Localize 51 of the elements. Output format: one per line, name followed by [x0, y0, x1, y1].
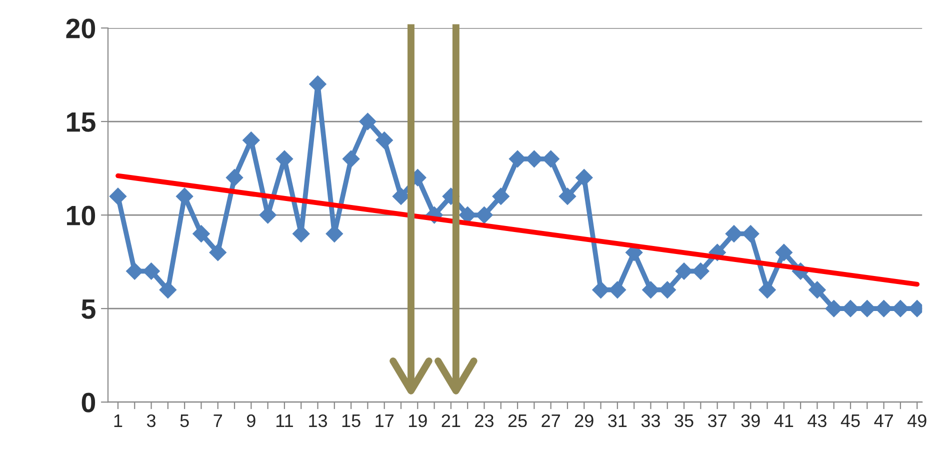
point: [808, 281, 826, 299]
x-tick-label: 13: [309, 414, 328, 428]
x-tick-label: 41: [774, 414, 794, 427]
x-tick-label: 35: [674, 414, 694, 428]
y-tick-label: 0: [82, 392, 96, 412]
x-tick-label: 15: [342, 414, 360, 428]
x-tick-label: 17: [376, 414, 394, 427]
x-tick-label: 39: [741, 414, 760, 428]
x-tick-label: 31: [608, 414, 627, 428]
y-tick-label: 5: [82, 300, 96, 319]
point: [392, 188, 410, 206]
x-tick-label: 19: [408, 414, 427, 428]
point: [558, 188, 576, 206]
x-tick-label: 7: [214, 414, 222, 427]
point: [358, 112, 377, 130]
x-tick-label: 47: [874, 414, 893, 427]
point: [608, 281, 626, 299]
x-tick-label: 25: [508, 414, 527, 428]
point: [658, 281, 676, 299]
point: [508, 150, 526, 168]
y-tick-label: 15: [67, 112, 96, 132]
x-tick-label: 49: [907, 414, 926, 428]
y-tick-label: 10: [67, 206, 96, 226]
x-tick-label: 29: [575, 414, 594, 428]
x-tick-label: 5: [180, 414, 189, 428]
point: [209, 244, 227, 262]
y-tick-label: 20: [66, 18, 96, 38]
point: [342, 150, 360, 168]
point: [242, 131, 260, 150]
point: [775, 244, 793, 262]
point: [575, 168, 593, 186]
point: [159, 281, 177, 299]
x-tick-label: 27: [542, 414, 560, 427]
point: [758, 281, 776, 299]
x-tick-label: 21: [442, 414, 460, 427]
point: [192, 224, 210, 243]
point: [376, 131, 394, 150]
x-tick-label: 23: [475, 414, 494, 428]
x-tick-label: 37: [708, 414, 726, 428]
x-tick-label: 3: [146, 414, 156, 428]
x-tick-label: 43: [808, 414, 826, 428]
x-tick-label: 9: [246, 414, 256, 428]
point: [675, 262, 693, 280]
point: [126, 262, 144, 280]
point: [226, 168, 244, 186]
x-tick-label: 1: [114, 414, 122, 427]
x-tick-label: 45: [840, 414, 860, 428]
x-tick-label: 11: [276, 414, 293, 427]
point: [492, 188, 510, 206]
x-tick-label: 33: [641, 414, 660, 428]
point: [109, 188, 127, 206]
